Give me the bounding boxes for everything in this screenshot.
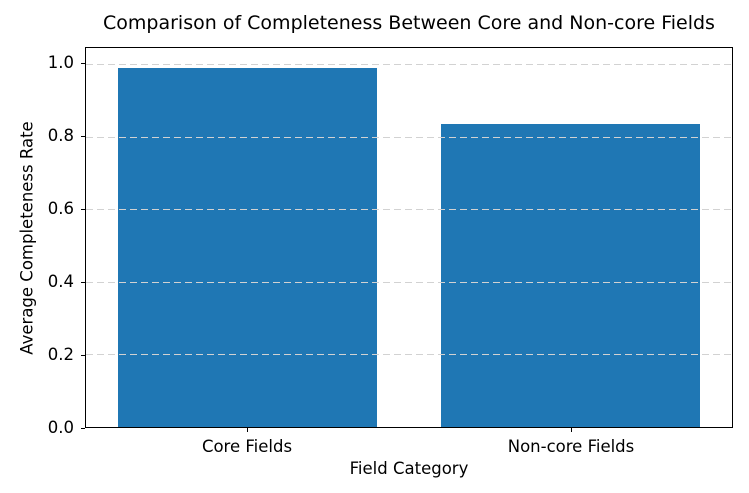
y-tick-label-0.6: 0.6 [47,198,74,218]
y-tick-mark-0.8 [81,136,85,138]
gridline-y-0.4 [86,281,732,283]
y-tick-mark-0.6 [81,209,85,211]
x-tick-label-non-core-fields: Non-core Fields [507,437,635,456]
plot-area [85,47,733,428]
bar-non-core-fields [441,124,700,427]
y-tick-label-1.0: 1.0 [47,53,74,73]
y-tick-mark-0.0 [81,428,85,429]
gridline-y-0.8 [86,136,732,138]
chart-title: Comparison of Completeness Between Core … [103,12,715,34]
x-tick-mark-non-core-fields [571,428,572,432]
gridline-y-1.0 [86,64,732,66]
y-tick-label-0.4: 0.4 [47,271,74,291]
y-tick-mark-0.2 [81,355,85,357]
x-tick-label-core-fields: Core Fields [201,437,293,456]
y-tick-mark-0.4 [81,282,85,284]
x-tick-mark-core-fields [247,428,248,432]
y-axis-ticks: 0.0 0.2 0.4 0.6 0.8 1.0 [0,47,85,435]
x-axis-ticks: Core Fields Non-core Fields [85,428,733,462]
y-tick-label-0.8: 0.8 [47,126,74,146]
y-tick-label-0.0: 0.0 [47,417,74,437]
x-axis-label: Field Category [349,459,469,478]
y-tick-label-0.2: 0.2 [47,344,74,364]
y-tick-mark-1.0 [81,63,85,65]
gridline-y-0.6 [86,209,732,211]
gridline-y-0.2 [86,354,732,356]
bar-core-fields [118,67,377,427]
